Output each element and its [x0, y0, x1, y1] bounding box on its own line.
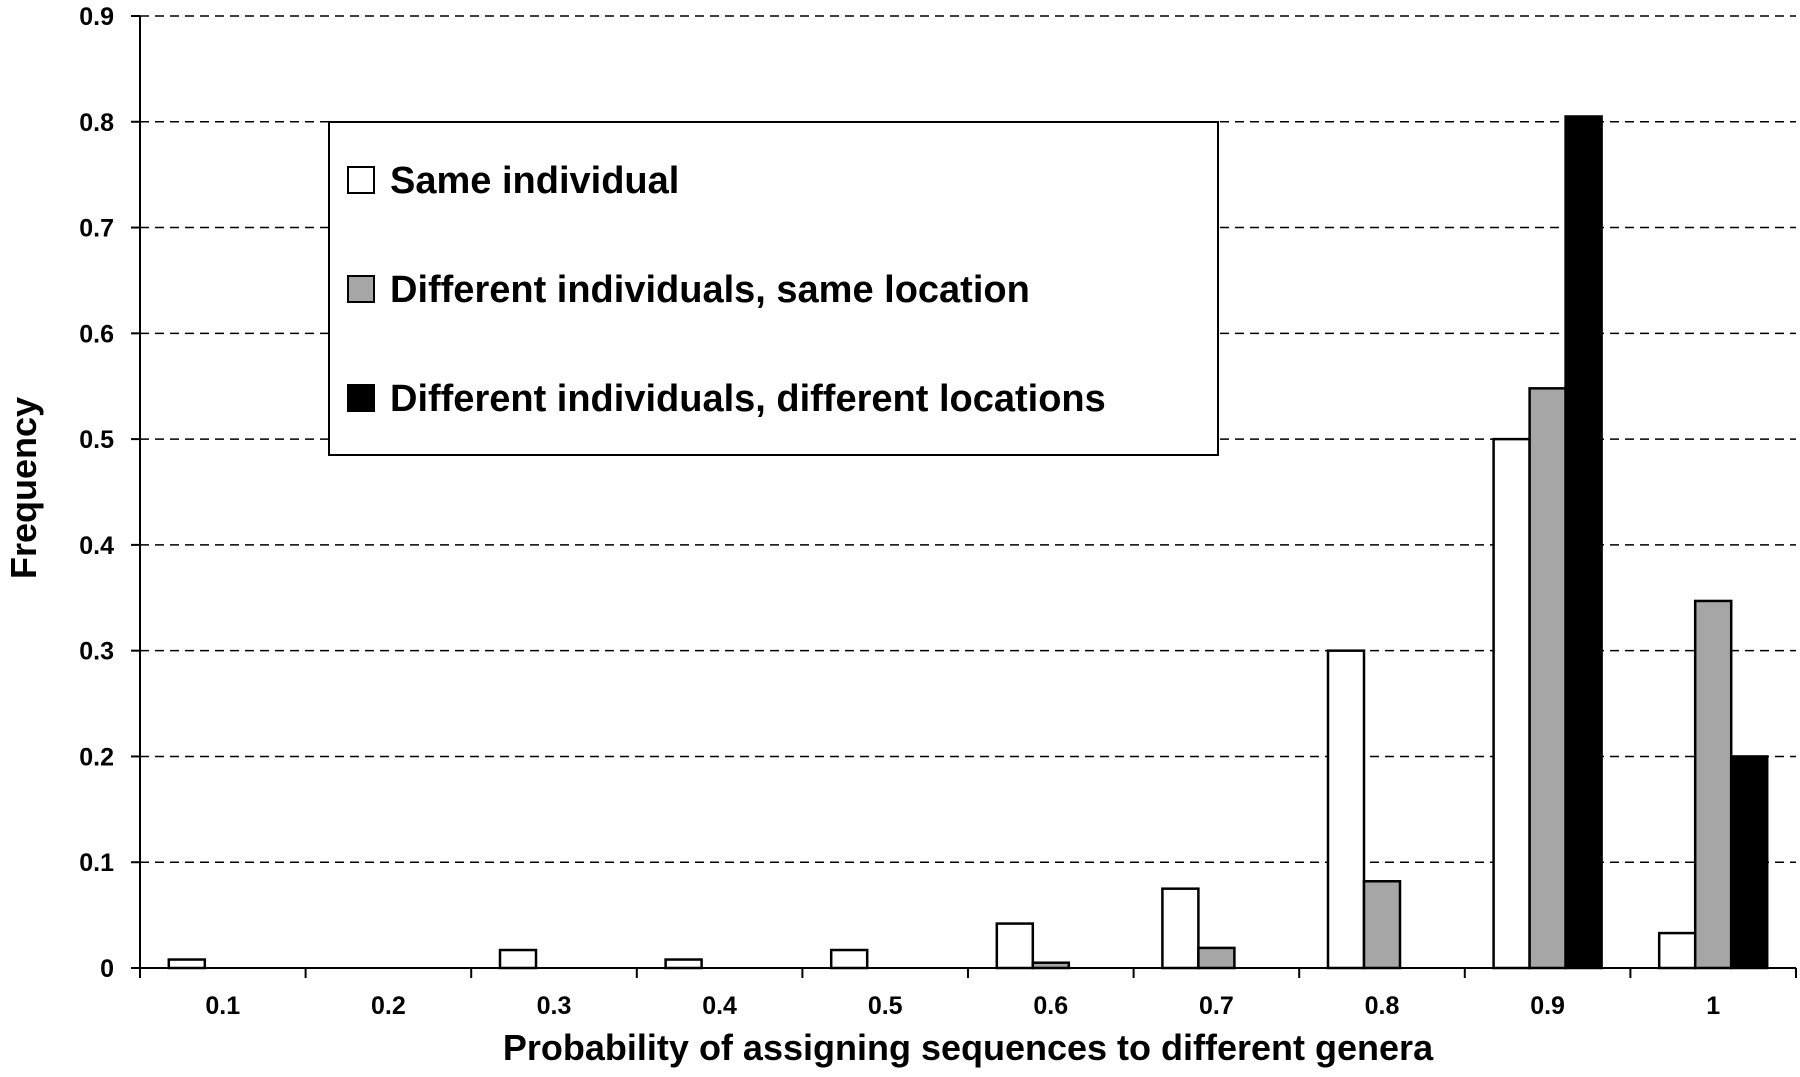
bar-series-2	[1528, 387, 1567, 970]
bar-series-2	[1362, 880, 1402, 970]
x-tick-label: 0.9	[1530, 992, 1565, 1020]
x-tick-labels: 0.1 0.2 0.3 0.4 0.5 0.6 0.7 0.8 0.9 1	[205, 992, 1720, 1020]
bar-series-1	[995, 922, 1035, 970]
y-tick-label: 0.1	[79, 849, 114, 877]
x-tick-label: 0.7	[1199, 992, 1234, 1020]
y-tick-label: 0.7	[79, 215, 114, 243]
y-tick-labels: 0 0.1 0.2 0.3 0.4 0.5 0.6 0.7 0.8 0.9	[79, 3, 114, 983]
x-tick-label: 0.3	[537, 992, 572, 1020]
y-tick-label: 0.5	[79, 426, 114, 454]
bar-series-1	[498, 948, 538, 970]
y-tick-label: 0.4	[79, 532, 114, 560]
y-tick-label: 0.6	[79, 320, 114, 348]
legend-swatch	[347, 384, 375, 412]
bar-series-1	[167, 958, 207, 970]
x-axis-title: Probability of assigning sequences to di…	[503, 1027, 1434, 1068]
bar-series-1	[664, 958, 703, 970]
bar-series-3	[1564, 115, 1603, 970]
legend-label: Different individuals, different locatio…	[390, 378, 1106, 420]
x-tick-label: 0.6	[1033, 992, 1068, 1020]
bar-series-3	[1729, 755, 1769, 970]
legend-swatch	[347, 275, 375, 303]
y-tick-label: 0.2	[79, 743, 114, 771]
bar-series-1	[1657, 931, 1697, 970]
x-tick-label: 0.4	[702, 992, 737, 1020]
legend-label: Same individual	[390, 160, 679, 202]
bar-series-2	[1693, 599, 1733, 970]
x-tick-label: 0.1	[205, 992, 240, 1020]
bars	[167, 115, 1769, 970]
x-tick-label: 0.8	[1365, 992, 1400, 1020]
bar-series-1	[1161, 887, 1200, 970]
bar-series-2	[1197, 946, 1236, 970]
legend-swatch	[347, 166, 375, 194]
x-tick-label: 0.5	[868, 992, 903, 1020]
legend-box	[328, 121, 1219, 456]
bar-series-1	[829, 948, 869, 970]
y-tick-label: 0.8	[79, 109, 114, 137]
legend: Same individual Different individuals, sa…	[328, 121, 1219, 456]
x-tick-label: 0.2	[371, 992, 406, 1020]
bar-series-1	[1326, 649, 1366, 970]
y-tick-label: 0.3	[79, 638, 114, 666]
x-tick-label: 1	[1706, 992, 1720, 1020]
legend-label: Different individuals, same location	[390, 269, 1030, 311]
y-tick-label: 0.9	[79, 3, 114, 31]
axes	[131, 15, 1797, 978]
bar-series-1	[1492, 437, 1531, 970]
y-tick-label: 0	[100, 955, 114, 983]
y-axis-title: Frequency	[3, 397, 44, 579]
